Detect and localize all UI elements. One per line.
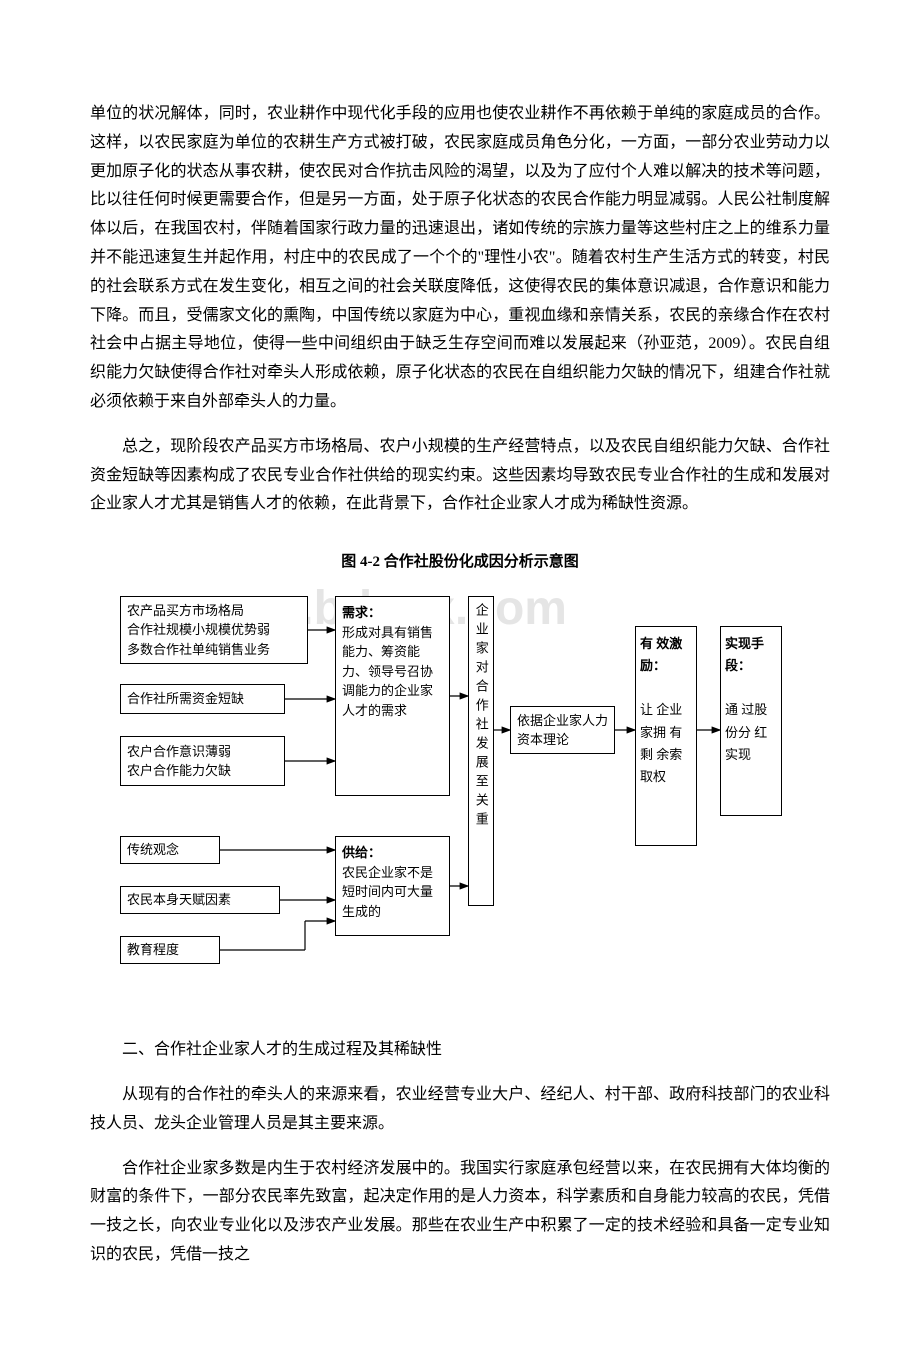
vertical-text: 企业家对合作社发展至关重: [471, 603, 491, 831]
box-line: 多数合作社单纯销售业务: [127, 642, 270, 657]
means-label: 实现手段：: [725, 636, 764, 673]
body-paragraph-3: 从现有的合作社的牵头人的来源来看，农业经营专业大户、经纪人、村干部、政府科技部门…: [90, 1081, 830, 1139]
supply-label: 供给：: [342, 845, 381, 860]
incentive-text: 让 企业 家拥 有剩 余索 取权: [640, 702, 682, 783]
box-demand: 需求： 形成对具有销售能力、筹资能力、领导号召协调能力的企业家人才的需求: [335, 596, 450, 796]
demand-label: 需求：: [342, 605, 381, 620]
box-fund-shortage: 合作社所需资金短缺: [120, 684, 285, 714]
box-vertical-importance: 企业家对合作社发展至关重: [468, 596, 494, 906]
box-line: 传统观念: [127, 840, 179, 860]
body-paragraph-4: 合作社企业家多数是内生于农村经济发展中的。我国实行家庭承包经营以来，在农民拥有大…: [90, 1155, 830, 1270]
demand-text: 形成对具有销售能力、筹资能力、领导号召协调能力的企业家人才的需求: [342, 625, 433, 718]
box-line: 教育程度: [127, 940, 179, 960]
box-market-pattern: 农产品买方市场格局 合作社规模小规模优势弱 多数合作社单纯销售业务: [120, 596, 308, 664]
box-line: 农民本身天赋因素: [127, 890, 231, 910]
figure-caption: 图 4-2 合作社股份化成因分析示意图: [90, 549, 830, 576]
flowchart-diagram: 农产品买方市场格局 合作社规模小规模优势弱 多数合作社单纯销售业务 合作社所需资…: [90, 596, 830, 996]
supply-text: 农民企业家不是短时间内可大量生成的: [342, 865, 433, 919]
section-heading-2: 二、合作社企业家人才的生成过程及其稀缺性: [90, 1036, 830, 1065]
incentive-label: 有 效激励：: [640, 636, 682, 673]
box-talent: 农民本身天赋因素: [120, 886, 280, 914]
box-education: 教育程度: [120, 936, 220, 964]
box-line: 合作社所需资金短缺: [127, 689, 244, 709]
box-line: 农户合作能力欠缺: [127, 763, 231, 778]
body-paragraph-2: 总之，现阶段农产品买方市场格局、农户小规模的生产经营特点，以及农民自组织能力欠缺…: [90, 433, 830, 519]
box-coop-weak: 农户合作意识薄弱 农户合作能力欠缺: [120, 736, 285, 786]
body-paragraph-1: 单位的状况解体，同时，农业耕作中现代化手段的应用也使农业耕作不再依赖于单纯的家庭…: [90, 100, 830, 417]
box-supply: 供给： 农民企业家不是短时间内可大量生成的: [335, 836, 450, 936]
box-line: 农户合作意识薄弱: [127, 744, 231, 759]
theory-text: 依据企业家人力资本理论: [517, 711, 608, 750]
box-line: 农产品买方市场格局: [127, 603, 244, 618]
box-line: 合作社规模小规模优势弱: [127, 622, 270, 637]
box-theory: 依据企业家人力资本理论: [510, 706, 615, 754]
means-text: 通 过股 份分 红实现: [725, 702, 767, 761]
diagram-container: www.bdocx.com 农产品买方市场格局 合作社规模小规模优势弱 多数合作…: [90, 596, 830, 996]
box-means: 实现手段： 通 过股 份分 红实现: [720, 626, 782, 816]
box-tradition: 传统观念: [120, 836, 220, 864]
box-incentive: 有 效激励： 让 企业 家拥 有剩 余索 取权: [635, 626, 697, 846]
